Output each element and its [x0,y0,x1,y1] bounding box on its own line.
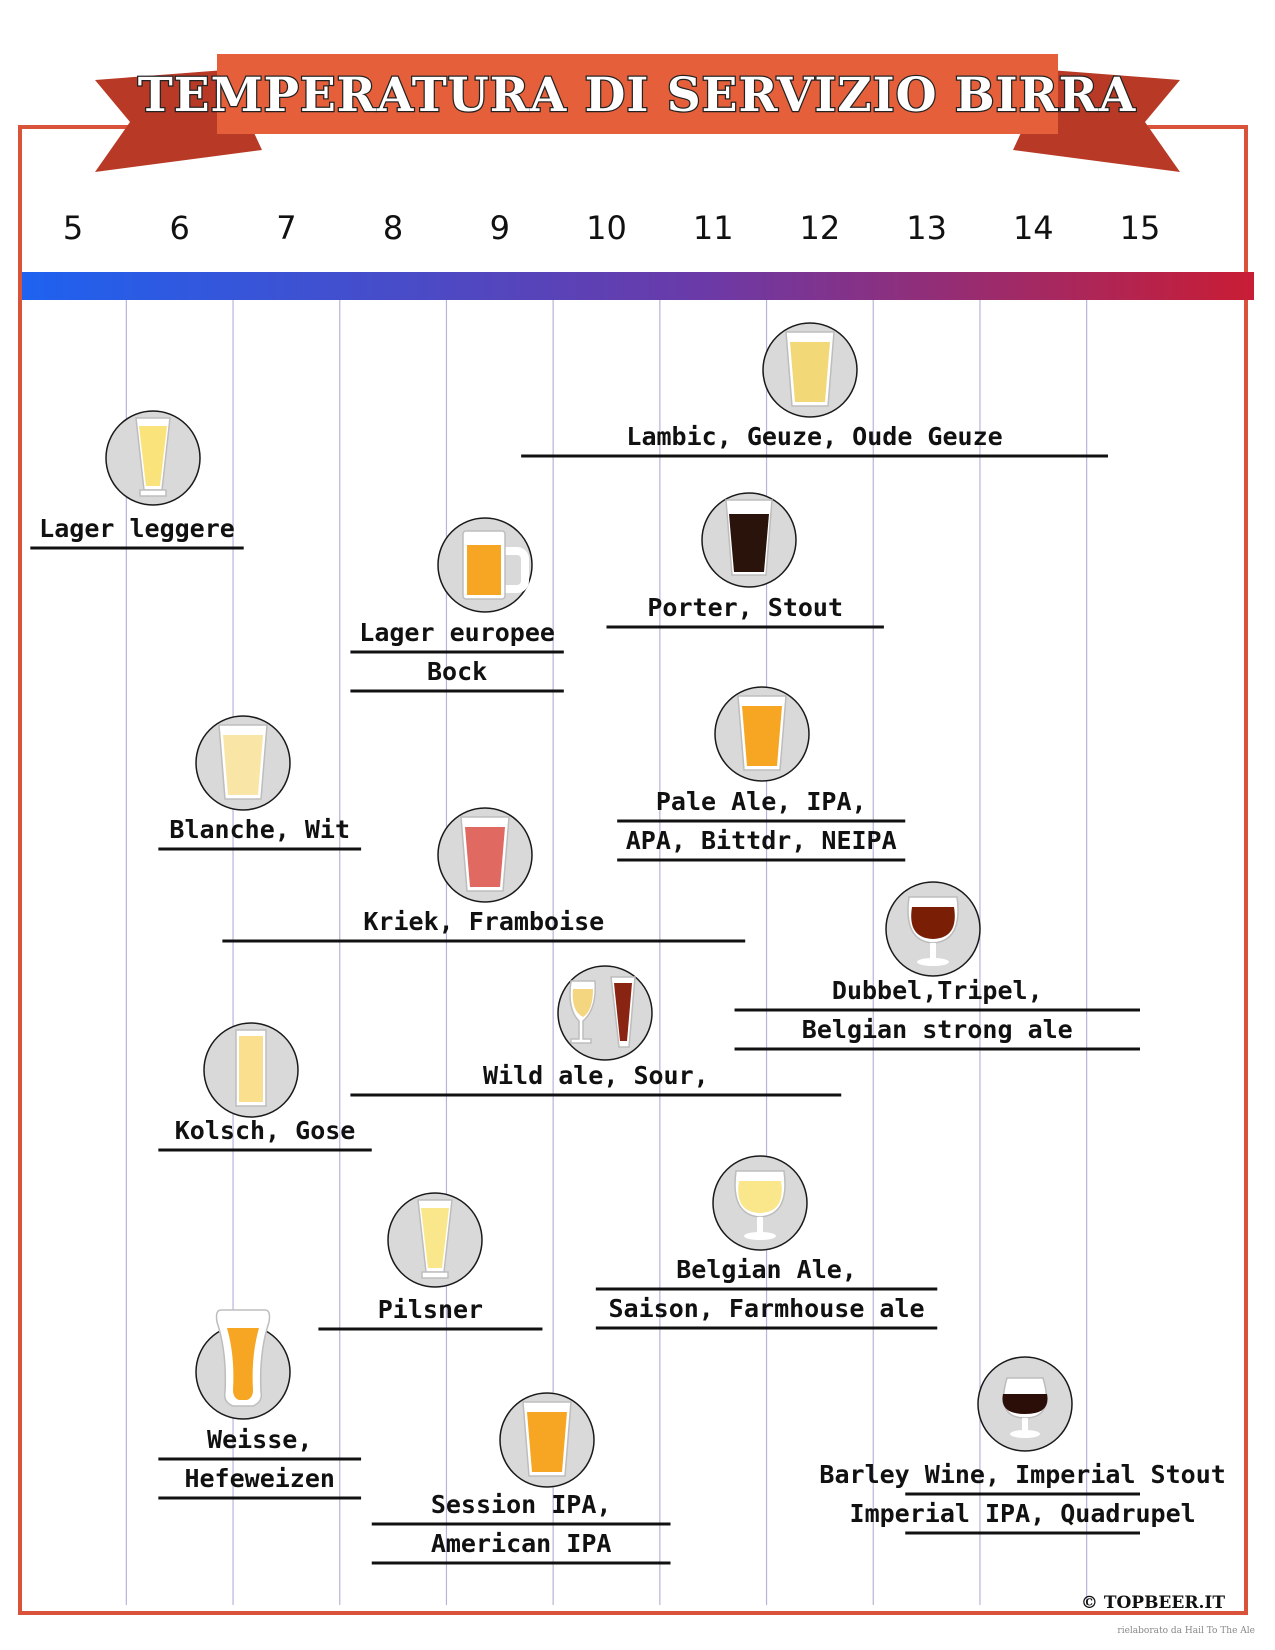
style-label: Lager europee [359,618,555,647]
wild-ale-glasses-icon [557,965,653,1061]
style-label: Belgian Ale, [676,1255,857,1284]
tick-label: 6 [170,209,190,247]
tick-label: 11 [693,209,734,247]
beer-style-item: Kriek, Framboise [222,807,746,943]
tick-label: 14 [1013,209,1054,247]
beer-mug-icon [437,517,533,613]
style-label: Blanche, Wit [169,815,350,844]
pint-glass-icon [499,1392,595,1488]
tick-label: 12 [800,209,841,247]
style-label: Belgian strong ale [802,1015,1073,1044]
beer-style-item: Weisse, Hefeweizen [158,1309,362,1500]
beer-style-item: Porter, Stout [606,492,884,629]
style-label: Kolsch, Gose [175,1116,356,1145]
kriek-glass-icon [437,807,533,903]
style-label: Porter, Stout [647,593,843,622]
style-label: Weisse, [207,1425,312,1454]
credit: © TOPBEER.IT [1081,1593,1225,1613]
title-ribbon: TEMPERATURA DI SERVIZIO BIRRA [95,54,1180,172]
style-label: APA, Bittdr, NEIPA [626,826,897,855]
tick-label: 15 [1120,209,1161,247]
style-label: Lambic, Geuze, Oude Geuze [626,422,1002,451]
style-label: Barley Wine, Imperial Stout [819,1460,1225,1489]
beer-style-item: Lager leggere [30,410,244,550]
weizen-glass-icon [195,1309,291,1420]
style-label: Session IPA, [431,1490,612,1519]
beer-style-item: Lager europee Bock [350,517,564,693]
wit-glass-icon [195,715,291,811]
style-label: Hefeweizen [184,1464,335,1493]
beer-style-item: Kolsch, Gose [158,1022,372,1152]
style-label: Saison, Farmhouse ale [609,1294,925,1323]
pilsner-glass-icon [105,410,201,506]
pilsner-glass-icon [387,1192,483,1288]
ribbon-band [217,54,1058,134]
beer-style-item: Lambic, Geuze, Oude Geuze [521,322,1108,458]
pint-glass-icon [714,686,810,782]
tick-label: 13 [906,209,947,247]
style-label: Kriek, Framboise [363,907,604,936]
snifter-glass-icon [977,1356,1073,1452]
beer-style-item: Wild ale, Sour, [350,965,842,1097]
x-axis-ticks: 5 6 7 8 9 10 11 12 13 14 15 [63,209,1161,247]
temperature-scale-bar [22,272,1254,300]
tulip-glass-icon [885,881,981,977]
tick-label: 10 [586,209,627,247]
tick-label: 5 [63,209,83,247]
beer-style-item: Pale Ale, IPA, APA, Bittdr, NEIPA [617,686,906,862]
style-label: American IPA [431,1529,612,1558]
stout-glass-icon [701,492,797,588]
tulip-glass-icon [712,1155,808,1251]
style-label: Wild ale, Sour, [483,1061,709,1090]
style-label: Dubbel,Tripel, [832,976,1043,1005]
stange-glass-icon [203,1022,299,1118]
tick-label: 9 [490,209,510,247]
beer-style-item: Blanche, Wit [158,715,362,851]
tick-label: 8 [383,209,403,247]
style-label: Imperial IPA, Quadrupel [850,1499,1196,1528]
beer-style-item: Belgian Ale, Saison, Farmhouse ale [595,1155,938,1330]
style-label: Pilsner [378,1295,483,1324]
style-label: Pale Ale, IPA, [656,787,867,816]
style-label: Bock [427,657,487,686]
beer-style-item: Session IPA, American IPA [371,1392,671,1565]
credit-source: rielaborato da Hail To The Ale [1117,1626,1255,1636]
beer-style-item: Barley Wine, Imperial Stout Imperial IPA,… [819,1356,1226,1535]
page-title: TEMPERATURA DI SERVIZIO BIRRA [138,68,1136,123]
pint-glass-icon [762,322,858,418]
beer-style-item: Pilsner [318,1192,543,1331]
tick-label: 7 [276,209,296,247]
beer-style-ranges: Lambic, Geuze, Oude Geuze Lager leggere Po… [30,322,1226,1565]
style-label: Lager leggere [39,514,235,543]
beer-style-item: Dubbel,Tripel, Belgian strong ale [734,881,1140,1051]
